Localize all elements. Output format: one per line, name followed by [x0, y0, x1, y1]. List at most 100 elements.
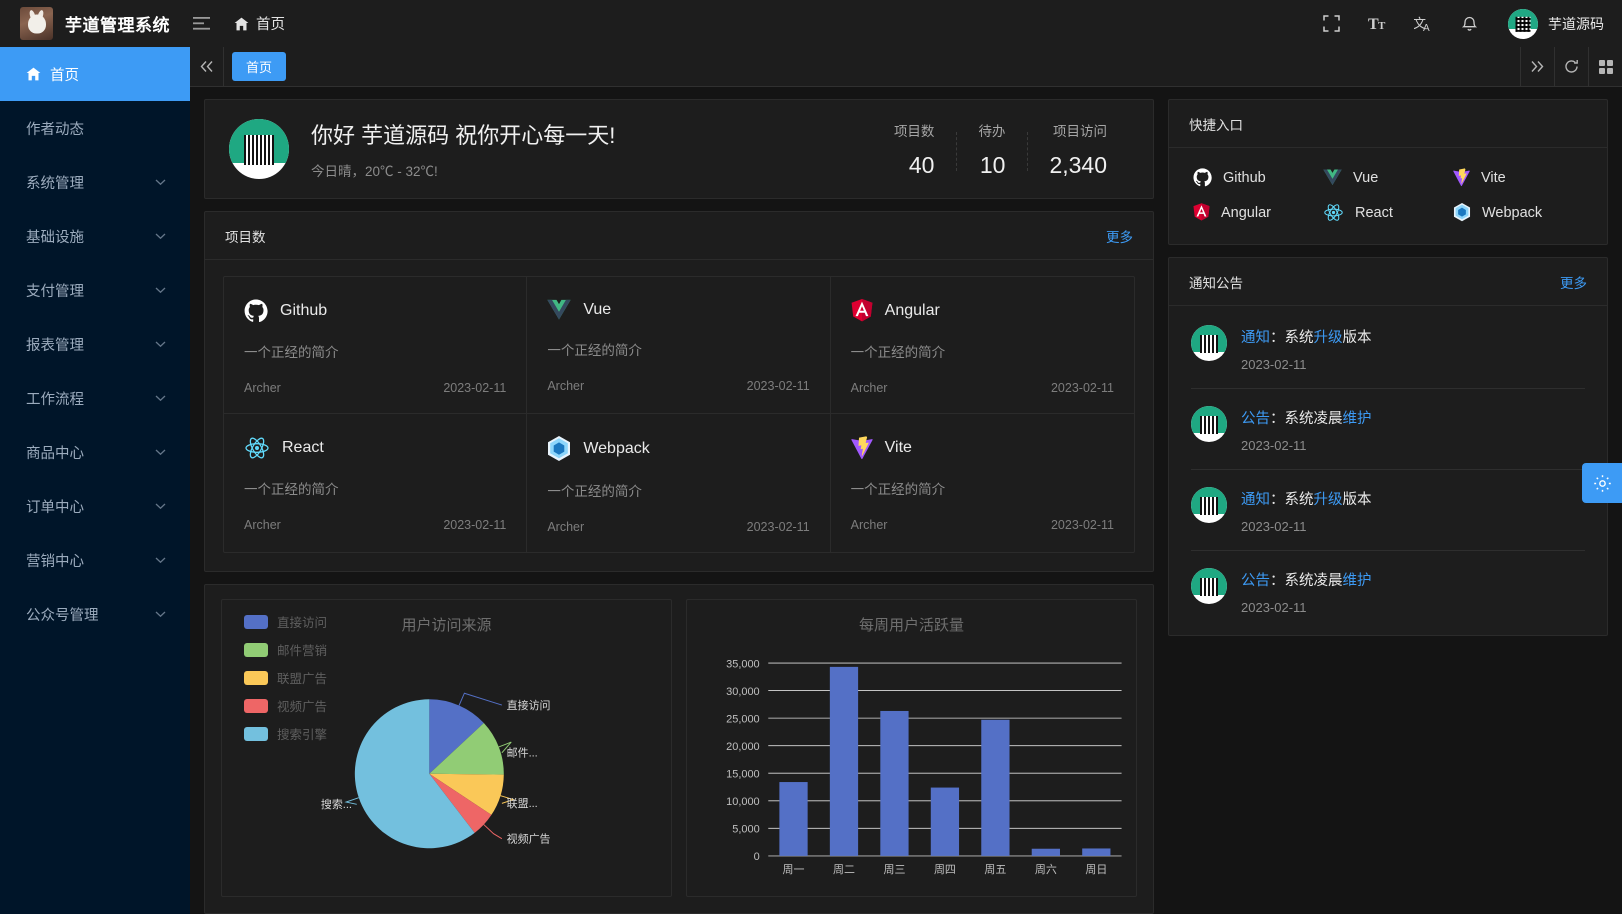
- settings-fab[interactable]: [1582, 463, 1622, 503]
- svg-text:周二: 周二: [833, 863, 855, 876]
- bell-icon[interactable]: [1448, 0, 1490, 47]
- user-menu[interactable]: 芋道源码: [1494, 8, 1604, 39]
- sidebar-item-label: 商品中心: [26, 445, 84, 462]
- project-desc: 一个正经的简介: [850, 345, 946, 360]
- project-date: 2023-02-11: [746, 379, 810, 393]
- project-card-webpack[interactable]: Webpack 一个正经的简介 Archer 2023-02-11: [527, 414, 831, 552]
- project-date: 2023-02-11: [443, 381, 507, 395]
- sidebar-item-infrastructure[interactable]: 基础设施: [0, 209, 190, 263]
- projects-more-link[interactable]: 更多: [1106, 229, 1133, 245]
- notice-title: 通知：系统升级版本: [1241, 492, 1372, 508]
- notice-date: 2023-02-11: [1241, 519, 1307, 534]
- angular-icon: [1193, 203, 1210, 222]
- welcome-weather: 今日晴，20℃ - 32℃!: [311, 164, 438, 179]
- project-card-github[interactable]: Github 一个正经的简介 Archer 2023-02-11: [224, 277, 528, 414]
- sidebar-item-marketing[interactable]: 营销中心: [0, 533, 190, 587]
- tab-bar: 首页: [190, 47, 1622, 87]
- notice-item[interactable]: 公告：系统凌晨维护 2023-02-11: [1191, 389, 1585, 470]
- project-author: Archer: [244, 518, 281, 532]
- refresh-icon[interactable]: [1554, 47, 1588, 86]
- quick-entry-angular[interactable]: Angular: [1193, 203, 1323, 222]
- legend-label: 直接访问: [277, 616, 328, 630]
- svg-text:5,000: 5,000: [732, 824, 759, 836]
- fullscreen-icon[interactable]: [1310, 0, 1352, 47]
- sidebar-item-author-news[interactable]: 作者动态: [0, 101, 190, 155]
- chevron-down-icon: [155, 503, 166, 510]
- react-icon: [244, 436, 270, 460]
- legend-item[interactable]: 视频广告: [244, 696, 327, 715]
- project-card-vite[interactable]: Vite 一个正经的简介 Archer 2023-02-11: [831, 414, 1134, 552]
- notice-avatar: [1191, 406, 1227, 442]
- bar-chart-svg[interactable]: 0 5,000 10,000 15,000 20,000 25,000 30,000 35,0…: [687, 600, 1136, 896]
- legend-item[interactable]: 联盟广告: [244, 668, 327, 687]
- sidebar-item-mp[interactable]: 公众号管理: [0, 587, 190, 641]
- quick-entry-webpack[interactable]: Webpack: [1453, 203, 1583, 222]
- charts-card: 用户访问来源 直接访问 邮件营销: [204, 584, 1154, 914]
- content-area: 你好 芋道源码 祝你开心每一天! 今日晴，20℃ - 32℃! 项目数 40 待…: [190, 87, 1622, 914]
- chevron-down-icon: [155, 449, 166, 456]
- svg-text:35,000: 35,000: [726, 658, 760, 670]
- svg-text:T: T: [1378, 20, 1386, 32]
- quick-entry-vue[interactable]: Vue: [1323, 168, 1453, 187]
- notice-title: 通知：系统升级版本: [1241, 330, 1372, 346]
- project-card-react[interactable]: React 一个正经的简介 Archer 2023-02-11: [224, 414, 528, 552]
- vite-icon: [850, 436, 873, 460]
- chevron-down-icon: [155, 287, 166, 294]
- chevron-down-icon: [155, 233, 166, 240]
- notice-date: 2023-02-11: [1241, 600, 1307, 615]
- sidebar: 首页 作者动态 系统管理 基础设施 支付管理 报表管理: [0, 47, 190, 914]
- welcome-greeting: 你好 芋道源码 祝你开心每一天!: [311, 123, 616, 148]
- quick-entry-react[interactable]: React: [1323, 203, 1453, 222]
- welcome-stats: 项目数 40 待办 10 项目访问 2,340: [872, 120, 1129, 179]
- project-date: 2023-02-11: [443, 518, 507, 532]
- content-right: 快捷入口 Github Vue: [1168, 99, 1608, 914]
- notice-item[interactable]: 通知：系统升级版本 2023-02-11: [1191, 470, 1585, 551]
- tab-home[interactable]: 首页: [232, 52, 287, 81]
- sidebar-item-system[interactable]: 系统管理: [0, 155, 190, 209]
- legend-label: 视频广告: [277, 700, 328, 714]
- projects-title: 项目数: [225, 229, 266, 245]
- quick-entry-label: Angular: [1221, 204, 1271, 221]
- notice-item[interactable]: 公告：系统凌晨维护 2023-02-11: [1191, 551, 1585, 631]
- sidebar-item-workflow[interactable]: 工作流程: [0, 371, 190, 425]
- breadcrumb-home[interactable]: 首页: [222, 0, 297, 47]
- quick-entry-github[interactable]: Github: [1193, 168, 1323, 187]
- sidebar-item-order[interactable]: 订单中心: [0, 479, 190, 533]
- legend-item[interactable]: 搜索引擎: [244, 724, 327, 743]
- legend-swatch: [244, 726, 268, 741]
- brand[interactable]: 芋道管理系统: [0, 7, 180, 40]
- stat-todo: 待办 10: [956, 120, 1027, 179]
- quick-entry-vite[interactable]: Vite: [1453, 168, 1583, 187]
- chevron-down-icon: [155, 395, 166, 402]
- sidebar-item-label: 营销中心: [26, 553, 84, 570]
- legend-item[interactable]: 邮件营销: [244, 640, 327, 659]
- notice-item[interactable]: 通知：系统升级版本 2023-02-11: [1191, 308, 1585, 389]
- tabs-scroll[interactable]: 首页: [224, 47, 1520, 86]
- project-card-angular[interactable]: Angular 一个正经的简介 Archer 2023-02-11: [830, 277, 1134, 414]
- project-card-vue[interactable]: Vue 一个正经的简介 Archer 2023-02-11: [527, 277, 831, 414]
- quick-entry-label: React: [1355, 204, 1393, 221]
- legend-item[interactable]: 直接访问: [244, 612, 327, 631]
- notices-body: 通知：系统升级版本 2023-02-11 公告：系统凌晨维护 2023-02-1…: [1169, 306, 1607, 635]
- chevron-down-icon: [155, 611, 166, 618]
- quick-entry-label: Webpack: [1482, 204, 1543, 221]
- notices-more-link[interactable]: 更多: [1560, 275, 1587, 291]
- sidebar-item-report[interactable]: 报表管理: [0, 317, 190, 371]
- pie-chart-svg[interactable]: 直接访问邮件...联盟...视频广告搜索...: [222, 600, 671, 896]
- sidebar-item-label: 作者动态: [26, 121, 84, 138]
- grid-icon[interactable]: [1588, 47, 1622, 86]
- svg-text:0: 0: [754, 851, 760, 863]
- sidebar-item-payment[interactable]: 支付管理: [0, 263, 190, 317]
- chevron-double-left-icon[interactable]: [190, 47, 224, 86]
- quick-entry-body: Github Vue Vite: [1169, 148, 1607, 244]
- chevron-double-right-icon[interactable]: [1520, 47, 1554, 86]
- home-icon: [26, 67, 41, 81]
- stat-value: 40: [908, 151, 935, 178]
- svg-text:周三: 周三: [883, 863, 905, 876]
- stat-project-count: 项目数 40: [872, 120, 957, 179]
- hamburger-icon[interactable]: [180, 0, 222, 47]
- sidebar-item-product[interactable]: 商品中心: [0, 425, 190, 479]
- sidebar-item-home[interactable]: 首页: [0, 47, 190, 101]
